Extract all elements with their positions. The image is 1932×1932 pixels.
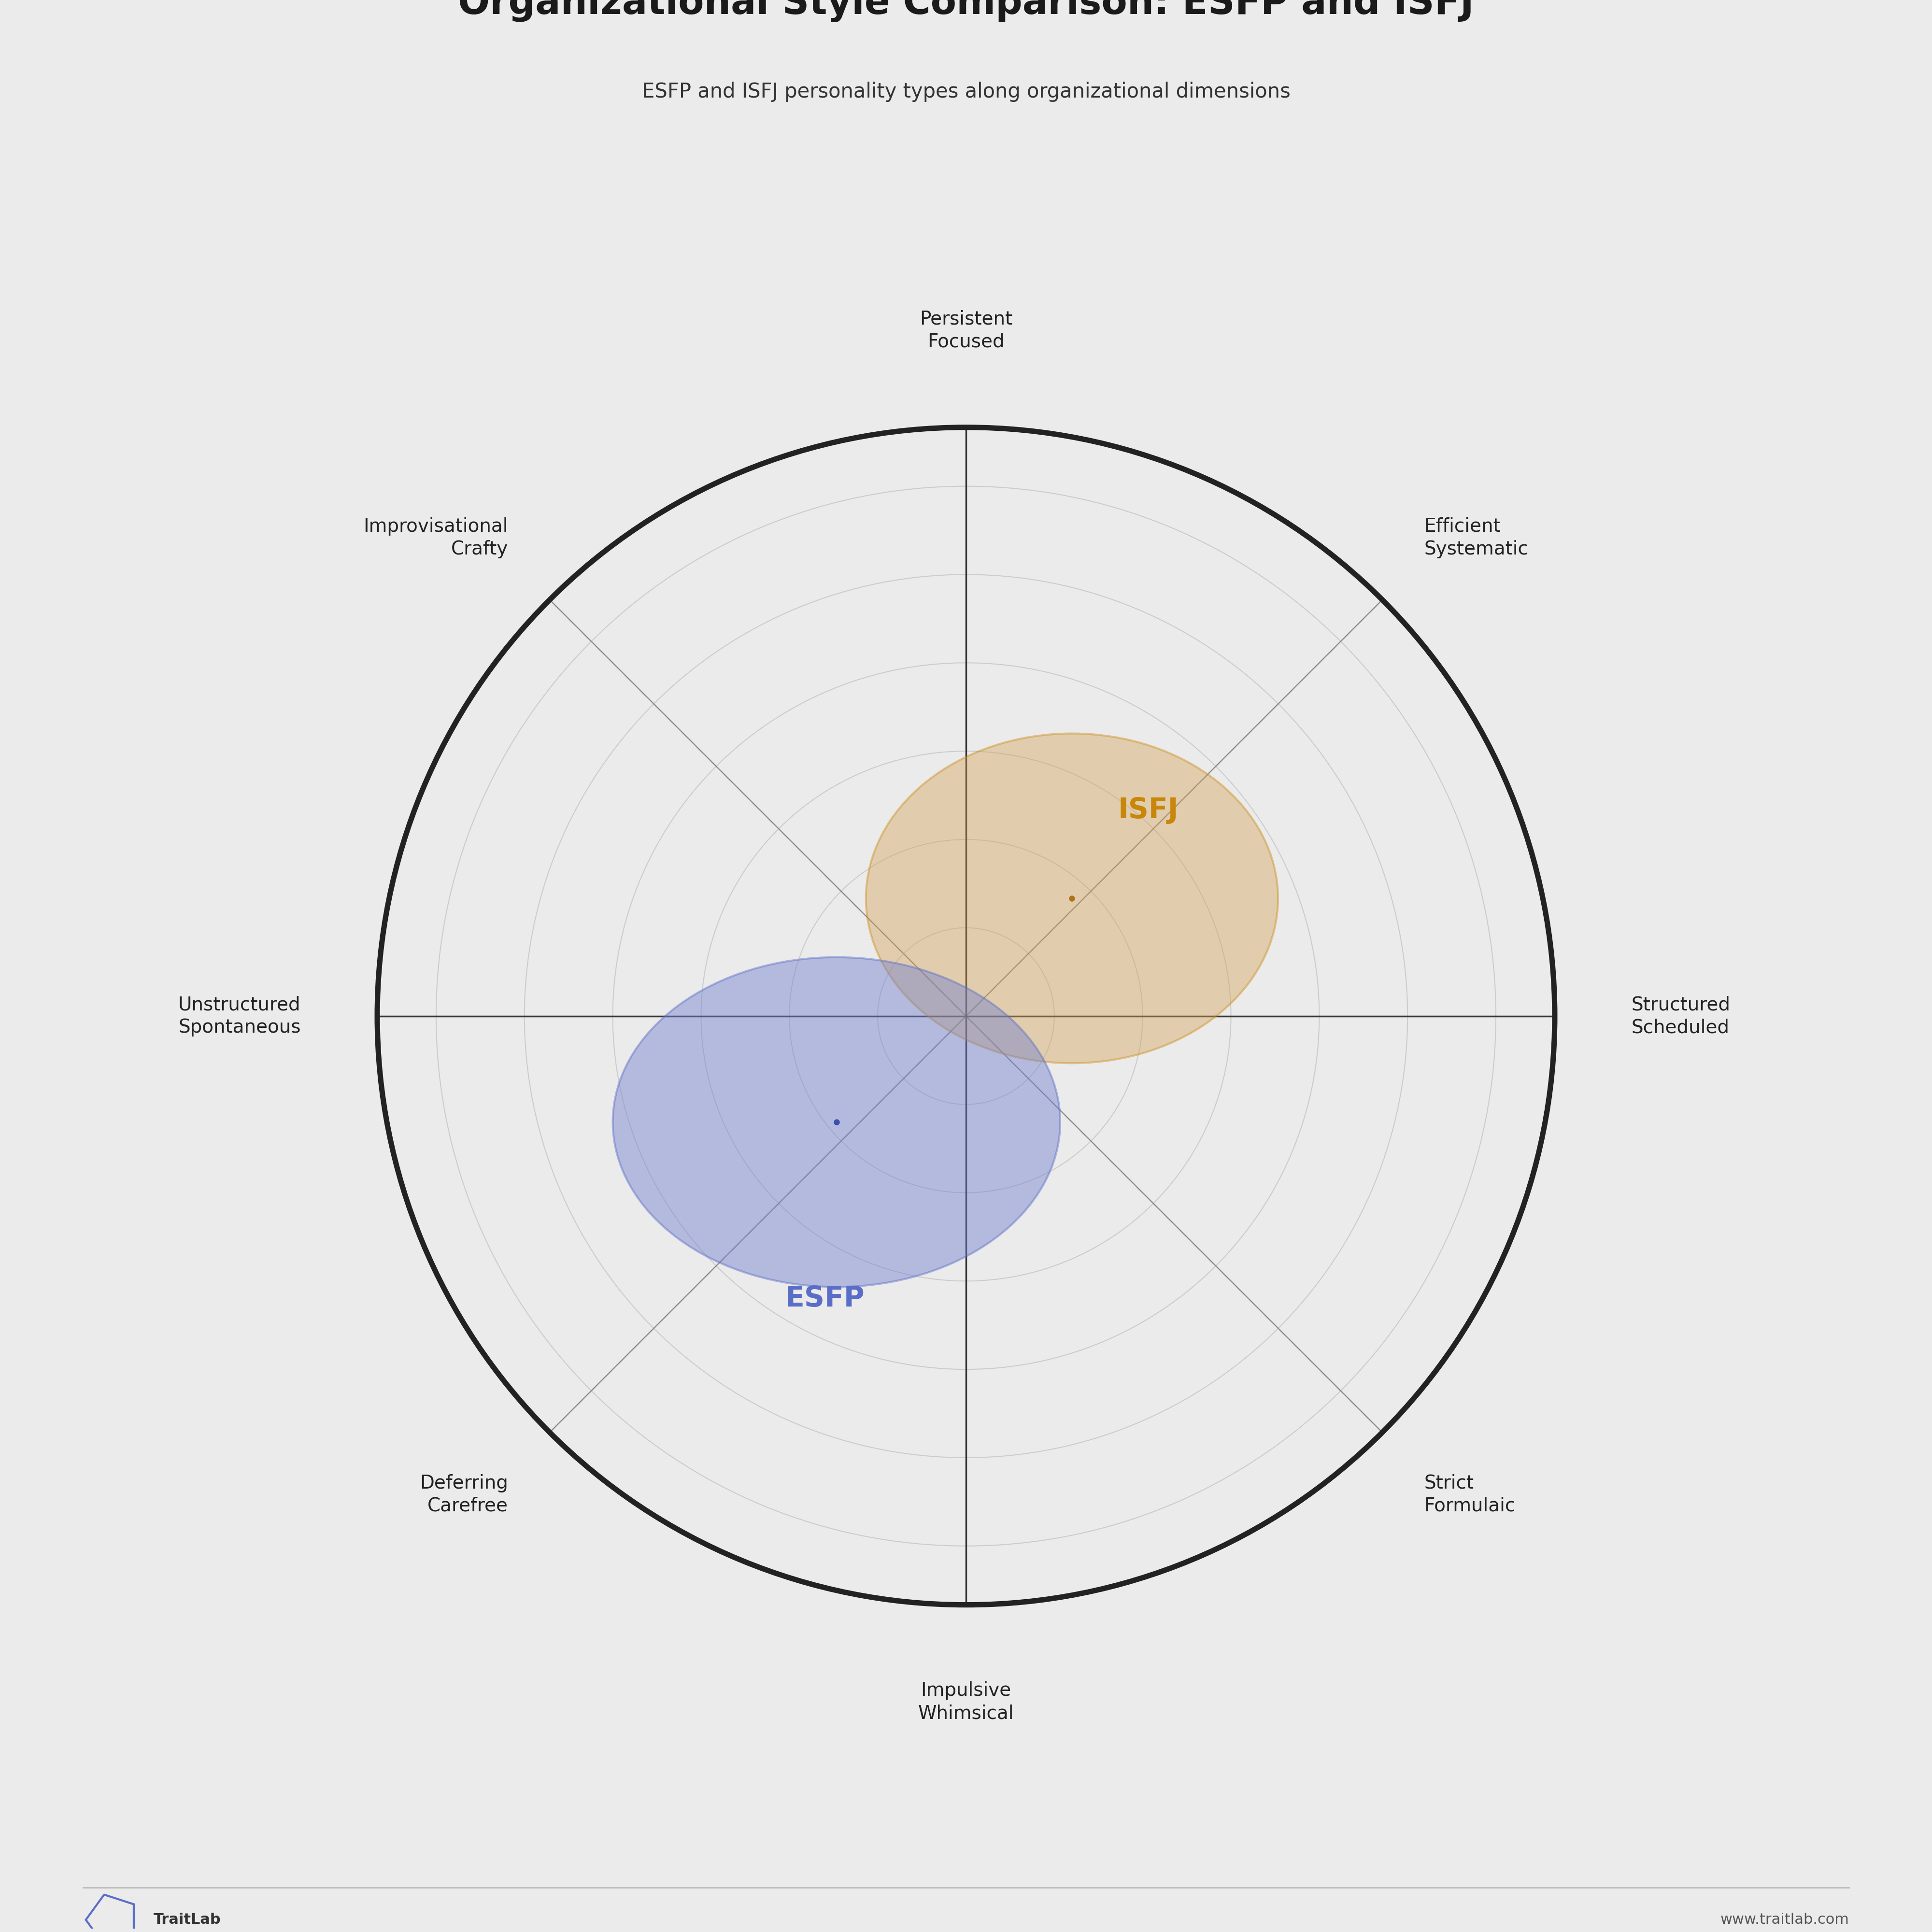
Text: ESFP and ISFJ personality types along organizational dimensions: ESFP and ISFJ personality types along or…	[641, 81, 1291, 102]
Text: Persistent
Focused: Persistent Focused	[920, 309, 1012, 352]
Text: www.traitlab.com: www.traitlab.com	[1719, 1913, 1849, 1926]
Text: Structured
Scheduled: Structured Scheduled	[1631, 995, 1731, 1037]
Text: TraitLab: TraitLab	[153, 1913, 220, 1926]
Text: ISFJ: ISFJ	[1119, 796, 1179, 823]
Text: Impulsive
Whimsical: Impulsive Whimsical	[918, 1681, 1014, 1723]
Ellipse shape	[612, 956, 1061, 1287]
Text: Unstructured
Spontaneous: Unstructured Spontaneous	[178, 995, 301, 1037]
Text: Deferring
Carefree: Deferring Carefree	[419, 1474, 508, 1515]
Text: Strict
Formulaic: Strict Formulaic	[1424, 1474, 1515, 1515]
Text: ESFP: ESFP	[784, 1285, 864, 1312]
Text: Organizational Style Comparison: ESFP and ISFJ: Organizational Style Comparison: ESFP an…	[458, 0, 1474, 21]
Text: Efficient
Systematic: Efficient Systematic	[1424, 518, 1528, 558]
Ellipse shape	[866, 734, 1279, 1063]
Text: Improvisational
Crafty: Improvisational Crafty	[363, 518, 508, 558]
